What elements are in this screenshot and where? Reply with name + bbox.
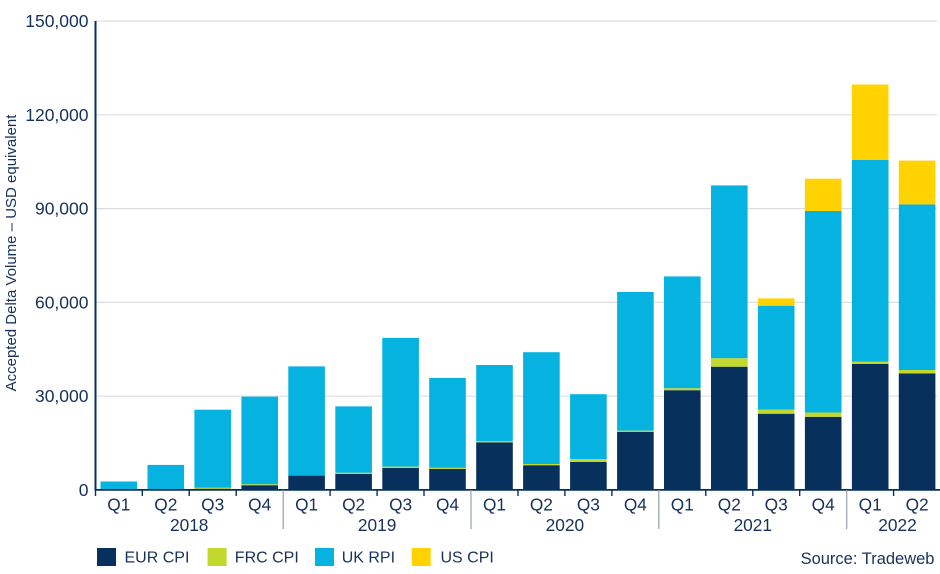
svg-text:2018: 2018 <box>170 515 208 535</box>
svg-text:US CPI: US CPI <box>441 550 494 567</box>
svg-text:Q3: Q3 <box>577 495 600 515</box>
svg-text:Q3: Q3 <box>389 495 412 515</box>
svg-text:Q2: Q2 <box>906 495 929 515</box>
svg-text:Q1: Q1 <box>483 495 506 515</box>
svg-text:Q1: Q1 <box>295 495 318 515</box>
svg-text:Q4: Q4 <box>436 495 459 515</box>
svg-text:Source: Tradeweb: Source: Tradeweb <box>801 550 935 568</box>
svg-text:EUR CPI: EUR CPI <box>125 550 190 567</box>
svg-text:90,000: 90,000 <box>35 199 89 219</box>
svg-text:Q3: Q3 <box>765 495 788 515</box>
svg-text:Q2: Q2 <box>342 495 365 515</box>
svg-text:2021: 2021 <box>734 515 772 535</box>
svg-text:Q4: Q4 <box>812 495 835 515</box>
svg-text:UK RPI: UK RPI <box>342 550 395 567</box>
svg-text:Q1: Q1 <box>859 495 882 515</box>
svg-text:2020: 2020 <box>546 515 584 535</box>
svg-text:Q1: Q1 <box>107 495 130 515</box>
svg-text:Q3: Q3 <box>201 495 224 515</box>
svg-text:Q4: Q4 <box>624 495 647 515</box>
svg-text:30,000: 30,000 <box>35 386 89 406</box>
svg-text:150,000: 150,000 <box>25 11 89 31</box>
svg-text:Q4: Q4 <box>248 495 271 515</box>
svg-text:60,000: 60,000 <box>35 292 89 312</box>
svg-text:Q2: Q2 <box>530 495 553 515</box>
svg-text:Q1: Q1 <box>671 495 694 515</box>
svg-text:FRC CPI: FRC CPI <box>235 550 299 567</box>
svg-text:120,000: 120,000 <box>25 105 89 125</box>
svg-text:2019: 2019 <box>358 515 396 535</box>
svg-text:Accepted Delta Volume – USD eq: Accepted Delta Volume – USD equivalent <box>3 114 20 392</box>
svg-text:0: 0 <box>79 480 89 500</box>
svg-text:Q2: Q2 <box>718 495 741 515</box>
svg-text:2022: 2022 <box>878 515 916 535</box>
svg-text:Q2: Q2 <box>154 495 177 515</box>
